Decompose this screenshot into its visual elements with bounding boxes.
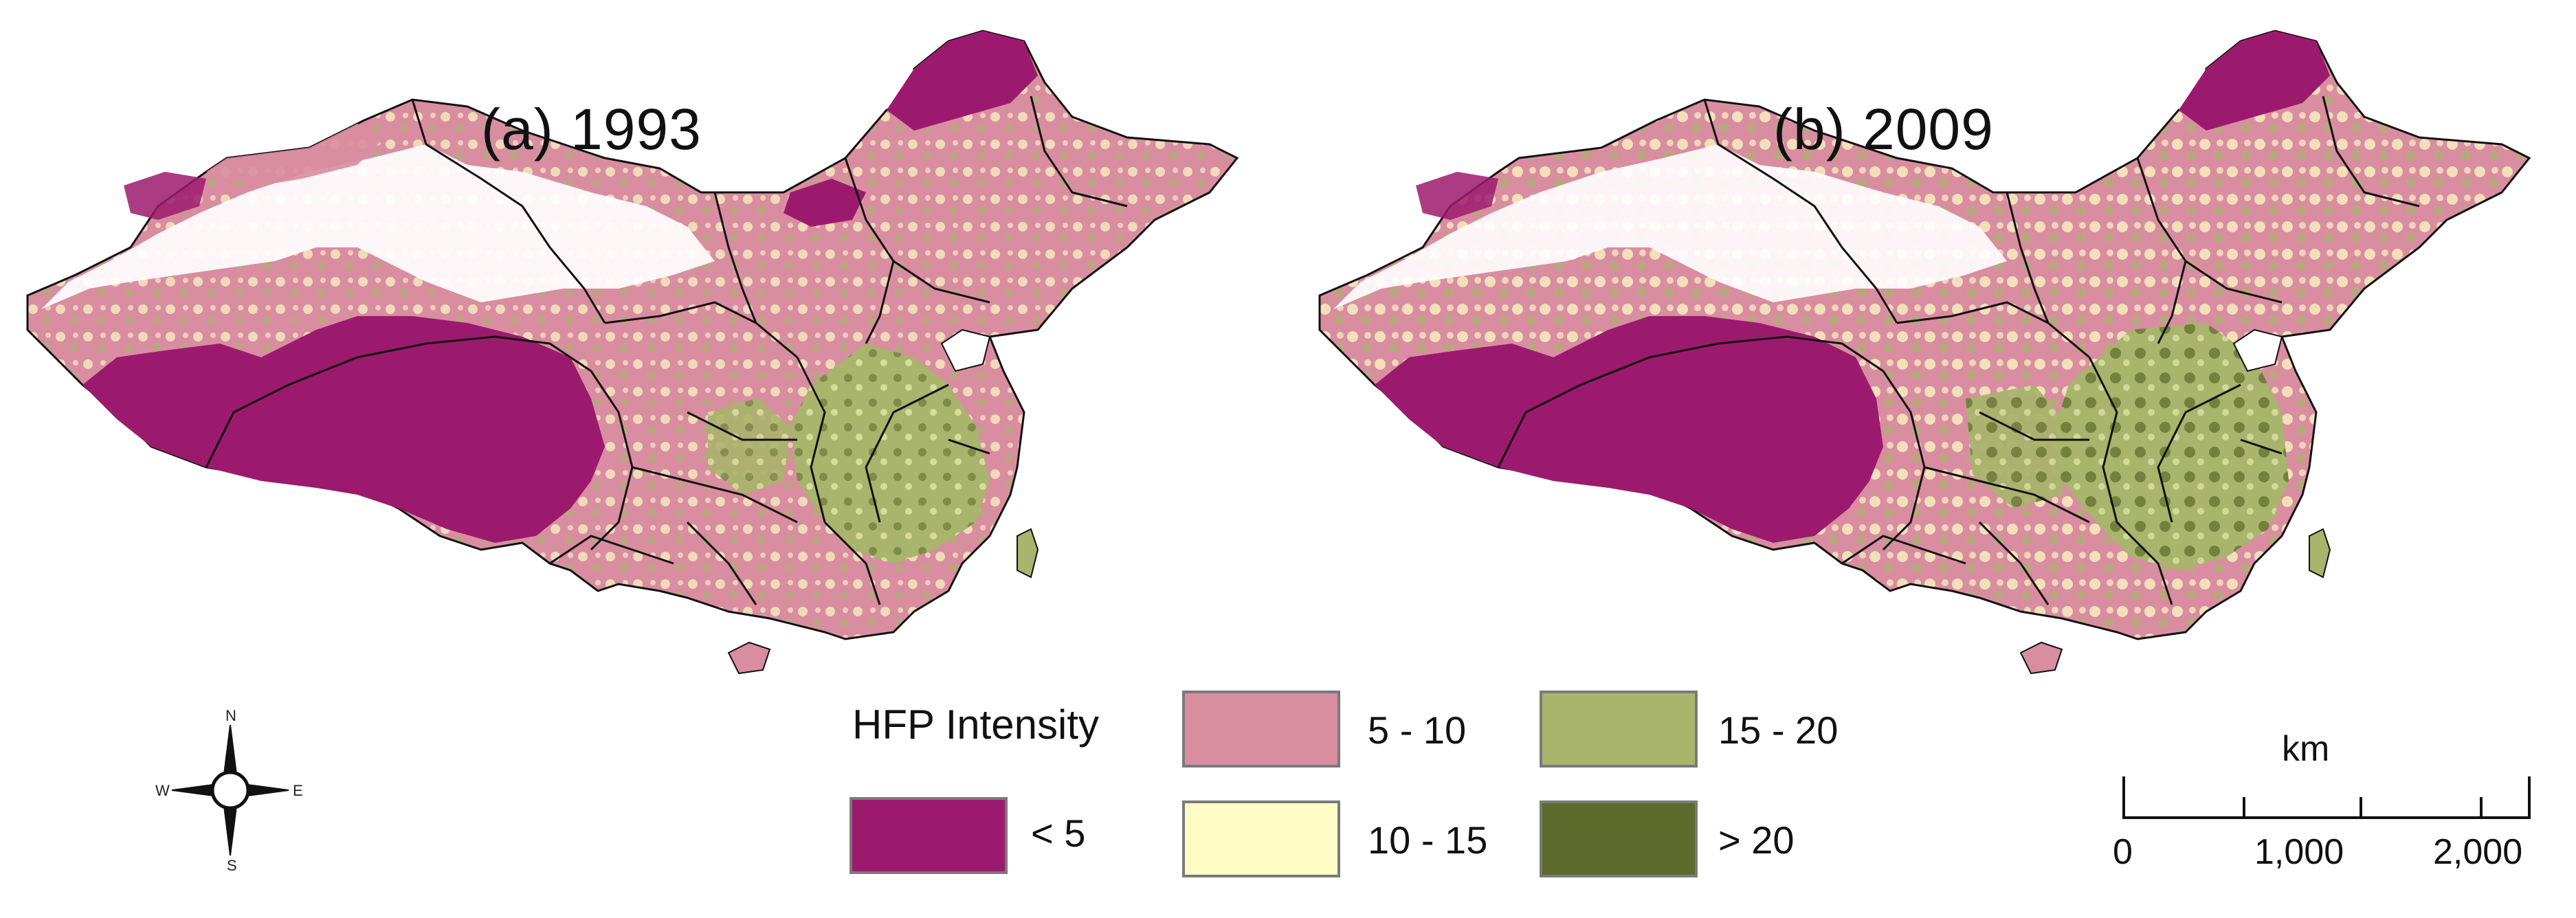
legend-title: HFP Intensity [852, 702, 1100, 748]
legend-swatch-15-20 [1540, 691, 1698, 768]
china-hfp-map-1993 [26, 30, 1239, 675]
panel-title-1993: (a) 1993 [481, 97, 702, 161]
compass-west-label: W [155, 782, 170, 799]
scale-unit-label: km [2282, 729, 2330, 769]
scale-bar: km 0 1,000 2,000 [2110, 728, 2550, 880]
legend-label-15-20: 15 - 20 [1718, 708, 1839, 752]
legend-swatch-5-10 [1182, 691, 1340, 768]
legend-swatch-10-15 [1182, 801, 1340, 877]
legend-label-10-15: 10 - 15 [1368, 818, 1488, 862]
compass-north-label: N [225, 707, 236, 724]
panel-title-2009: (b) 2009 [1773, 97, 1994, 161]
compass-south-label: S [227, 857, 237, 874]
compass-rose-icon [171, 724, 289, 856]
scale-bar-ruler [2122, 776, 2531, 819]
legend-label-5-10: 5 - 10 [1368, 708, 1467, 752]
china-hfp-map-2009 [1318, 30, 2531, 675]
legend-swatch-gt20 [1540, 801, 1698, 877]
compass-east-label: E [293, 782, 303, 799]
map-panel-1993: (a) 1993 [0, 0, 1306, 687]
scale-tick-2000: 2,000 [2433, 832, 2523, 872]
scale-tick-1000: 1,000 [2254, 832, 2344, 872]
north-arrow-compass: N S W E [155, 707, 303, 874]
legend-label-lt5: < 5 [1031, 811, 1086, 855]
legend-swatch-lt5 [850, 797, 1008, 874]
legend-label-gt20: > 20 [1718, 818, 1795, 862]
scale-tick-0: 0 [2113, 832, 2133, 872]
map-panel-2009: (b) 2009 [1292, 0, 2576, 687]
